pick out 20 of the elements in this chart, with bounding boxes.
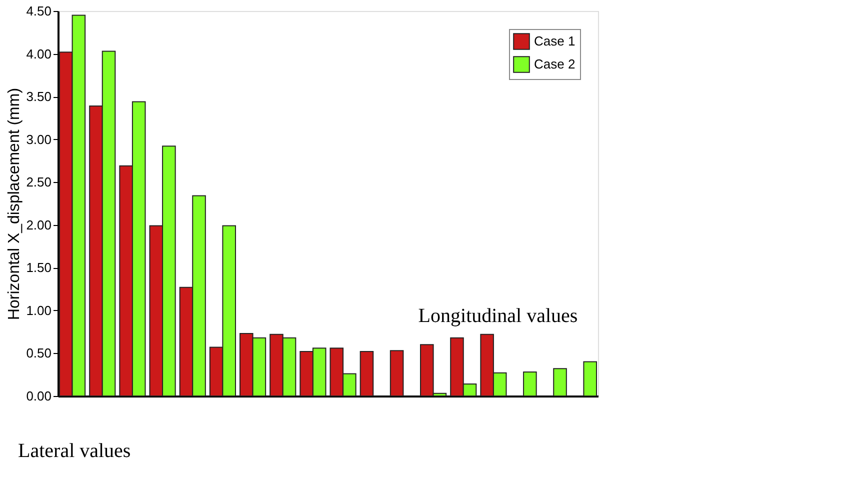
legend-label: Case 2 (534, 56, 576, 72)
bar (583, 361, 597, 396)
y-tick-label: 4.50 (26, 4, 52, 18)
y-tick-label: 2.50 (26, 174, 52, 190)
y-tick-label: 0.50 (26, 346, 52, 361)
y-tick-label: 2.00 (26, 217, 52, 232)
legend-label: Case 1 (534, 34, 576, 48)
y-tick-label: 4.00 (26, 46, 52, 62)
annotation: Longitudinal values (418, 305, 578, 327)
bar (360, 351, 374, 396)
y-axis-title: Horizontal X_displacement (mm) (6, 88, 24, 320)
y-tick-label: 1.00 (26, 302, 52, 318)
y-tick-label: 0.00 (26, 388, 52, 404)
y-tick-label: 3.00 (26, 132, 52, 147)
bar (523, 372, 537, 396)
y-tick-label: 3.50 (26, 89, 52, 104)
y-tick-label: 1.50 (26, 260, 52, 276)
bar (553, 368, 567, 396)
text: Lateral values (18, 440, 131, 462)
bar (390, 350, 404, 396)
